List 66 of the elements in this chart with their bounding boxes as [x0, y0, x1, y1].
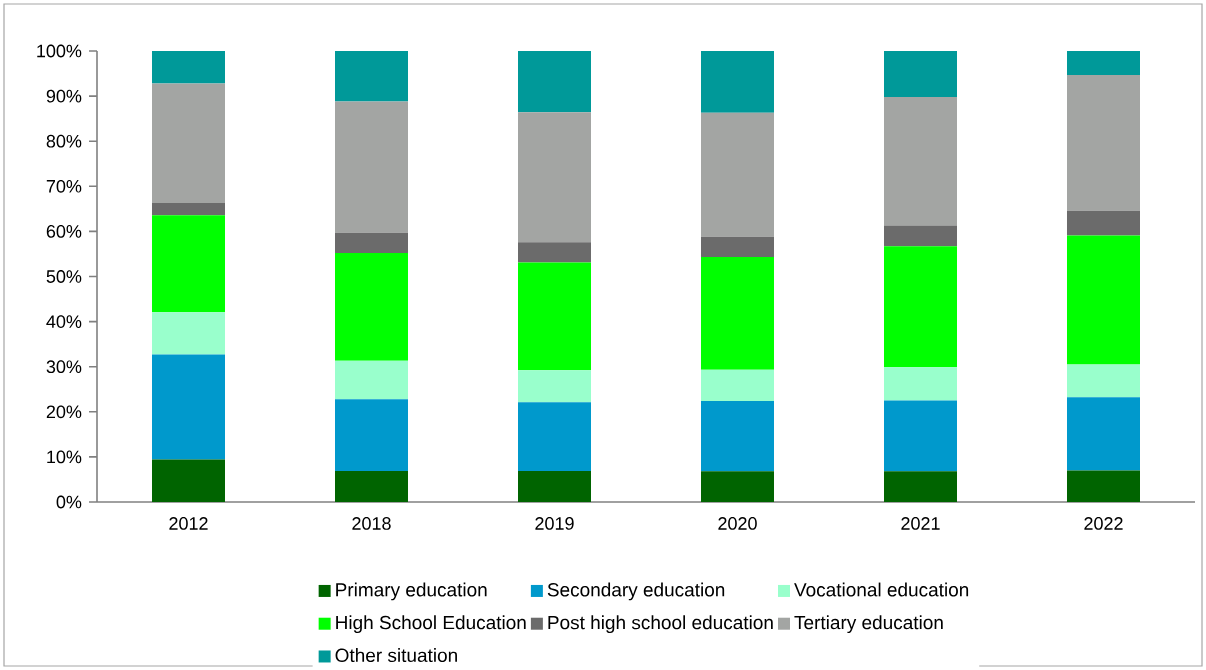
legend-label: Primary education: [336, 582, 487, 601]
bar: [152, 312, 225, 355]
bar: [518, 51, 591, 113]
y-tick-label: 0%: [56, 495, 82, 509]
bar: [701, 471, 774, 503]
y-tick-label: 90%: [46, 89, 82, 103]
bar: [335, 253, 408, 361]
bar: [884, 246, 957, 368]
bar: [1067, 397, 1140, 471]
bar: [884, 367, 957, 401]
bar: [701, 236, 774, 258]
bar: [518, 402, 591, 471]
bar: [1067, 470, 1140, 503]
bar: [1067, 364, 1140, 398]
y-tick-label: 60%: [46, 225, 82, 238]
x-tick-label: 2022: [1084, 517, 1123, 530]
bar: [335, 51, 408, 102]
bar: [335, 232, 408, 254]
bar: [335, 101, 408, 233]
bar: [152, 202, 225, 216]
bar: [884, 225, 957, 247]
bar: [518, 242, 591, 263]
bar: [152, 51, 225, 84]
bar: [518, 370, 591, 403]
bar: [152, 215, 225, 313]
y-tick-label: 80%: [46, 134, 82, 148]
bar: [884, 97, 957, 226]
bar: [335, 360, 408, 400]
bar: [884, 51, 957, 97]
y-tick-label: 100%: [37, 44, 82, 58]
x-tick-label: 2012: [169, 517, 208, 530]
bar: [1067, 74, 1140, 211]
legend-label: Vocational education: [794, 582, 969, 597]
bar: [518, 112, 591, 243]
x-tick-label: 2020: [718, 517, 757, 530]
bar: [884, 471, 957, 503]
y-tick-label: 30%: [46, 360, 82, 374]
y-tick-label: 10%: [47, 450, 82, 464]
bar: [518, 470, 591, 503]
bar: [1067, 51, 1140, 75]
legend-label: Post high school education: [548, 615, 773, 634]
bar: [152, 354, 225, 460]
bar: [701, 257, 774, 370]
y-tick-label: 20%: [46, 405, 82, 419]
x-tick-label: 2018: [352, 517, 391, 530]
bar: [152, 459, 225, 503]
y-tick-label: 50%: [46, 270, 82, 283]
bar: [701, 400, 774, 472]
legend-label: Tertiary education: [794, 615, 943, 634]
bar: [518, 262, 591, 371]
y-tick-label: 70%: [46, 179, 82, 193]
x-tick-label: 2021: [901, 517, 940, 530]
legend-label: High School Education: [336, 615, 526, 634]
bar: [152, 83, 225, 203]
bar: [335, 399, 408, 471]
y-tick-label: 40%: [46, 315, 82, 328]
bar: [701, 112, 774, 237]
legend-label: Secondary education: [547, 582, 725, 601]
bar: [884, 400, 957, 472]
bar: [335, 470, 408, 503]
bar: [701, 51, 774, 113]
bar: [701, 369, 774, 401]
bar: [1067, 210, 1140, 236]
x-tick-label: 2019: [535, 517, 574, 530]
legend-label: Other situation: [335, 648, 457, 663]
bar: [1067, 235, 1140, 365]
